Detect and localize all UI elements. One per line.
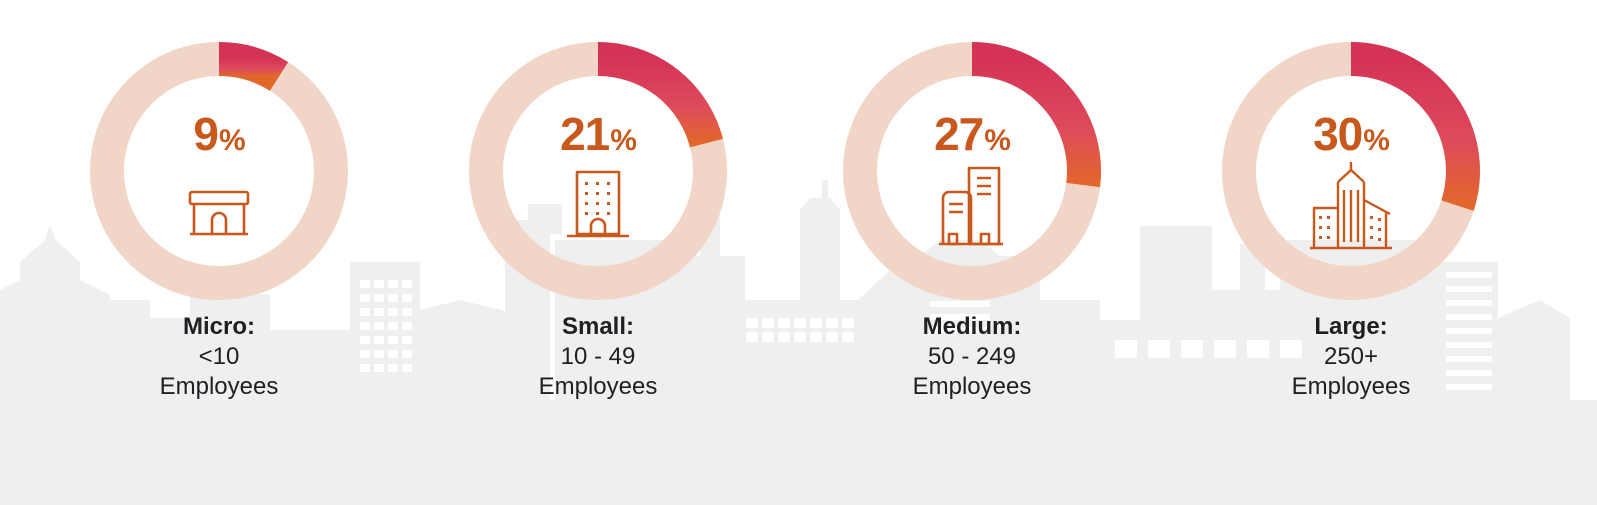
- donut-arc-medium: [971, 42, 1101, 188]
- percentage-value: 27%: [841, 106, 1103, 169]
- donut-card-medium: 27% Medium: 50 - 249 Employees: [841, 40, 1103, 410]
- company-size-label: Medium: 50 - 249 Employees: [841, 312, 1103, 402]
- company-size-label: Large: 250+ Employees: [1220, 312, 1482, 402]
- donut-arc-large: [1350, 42, 1480, 211]
- percent-number: 27: [934, 108, 984, 160]
- percent-sign: %: [218, 124, 246, 157]
- employee-range: 50 - 249: [927, 343, 1017, 370]
- employee-range: 250+: [1323, 343, 1379, 370]
- size-category: Medium:: [922, 313, 1022, 340]
- percent-sign: %: [984, 124, 1011, 157]
- percent-number: 30: [1313, 108, 1363, 160]
- employee-range: 10 - 49: [560, 343, 636, 370]
- employees-unit: Employees: [538, 373, 658, 400]
- percent-sign: %: [1363, 124, 1390, 157]
- percentage-value: 21%: [467, 106, 729, 169]
- skyscraper-complex-icon: [1310, 162, 1392, 250]
- employees-unit: Employees: [159, 373, 279, 400]
- size-category: Large:: [1314, 313, 1388, 340]
- company-size-label: Micro: <10 Employees: [88, 312, 350, 402]
- donut-card-small: 21% Small: 10 - 49 Employees: [467, 40, 729, 410]
- size-category: Micro:: [183, 313, 255, 340]
- donut-arc-micro: [218, 42, 289, 92]
- twin-towers-icon: [939, 166, 1003, 246]
- donut-ring: [90, 42, 348, 300]
- donut-card-large: 30% Large: 250+ Employees: [1220, 40, 1482, 410]
- donut-ring: [843, 42, 1101, 300]
- percent-sign: %: [610, 124, 637, 157]
- storefront-icon: [188, 190, 250, 236]
- percentage-value: 9%: [88, 106, 350, 169]
- size-category: Small:: [561, 313, 635, 340]
- employees-unit: Employees: [1291, 373, 1411, 400]
- donut-ring: [1222, 42, 1480, 300]
- donut-card-micro: 9% Micro: <10 Employees: [88, 40, 350, 410]
- donut-ring: [469, 42, 727, 300]
- company-size-label: Small: 10 - 49 Employees: [467, 312, 729, 402]
- office-building-icon: [567, 170, 629, 238]
- donut-arc-small: [597, 42, 723, 148]
- employee-range: <10: [198, 343, 240, 370]
- employees-unit: Employees: [912, 373, 1032, 400]
- percent-number: 21: [560, 108, 610, 160]
- percentage-value: 30%: [1220, 106, 1482, 169]
- percent-number: 9: [193, 108, 219, 160]
